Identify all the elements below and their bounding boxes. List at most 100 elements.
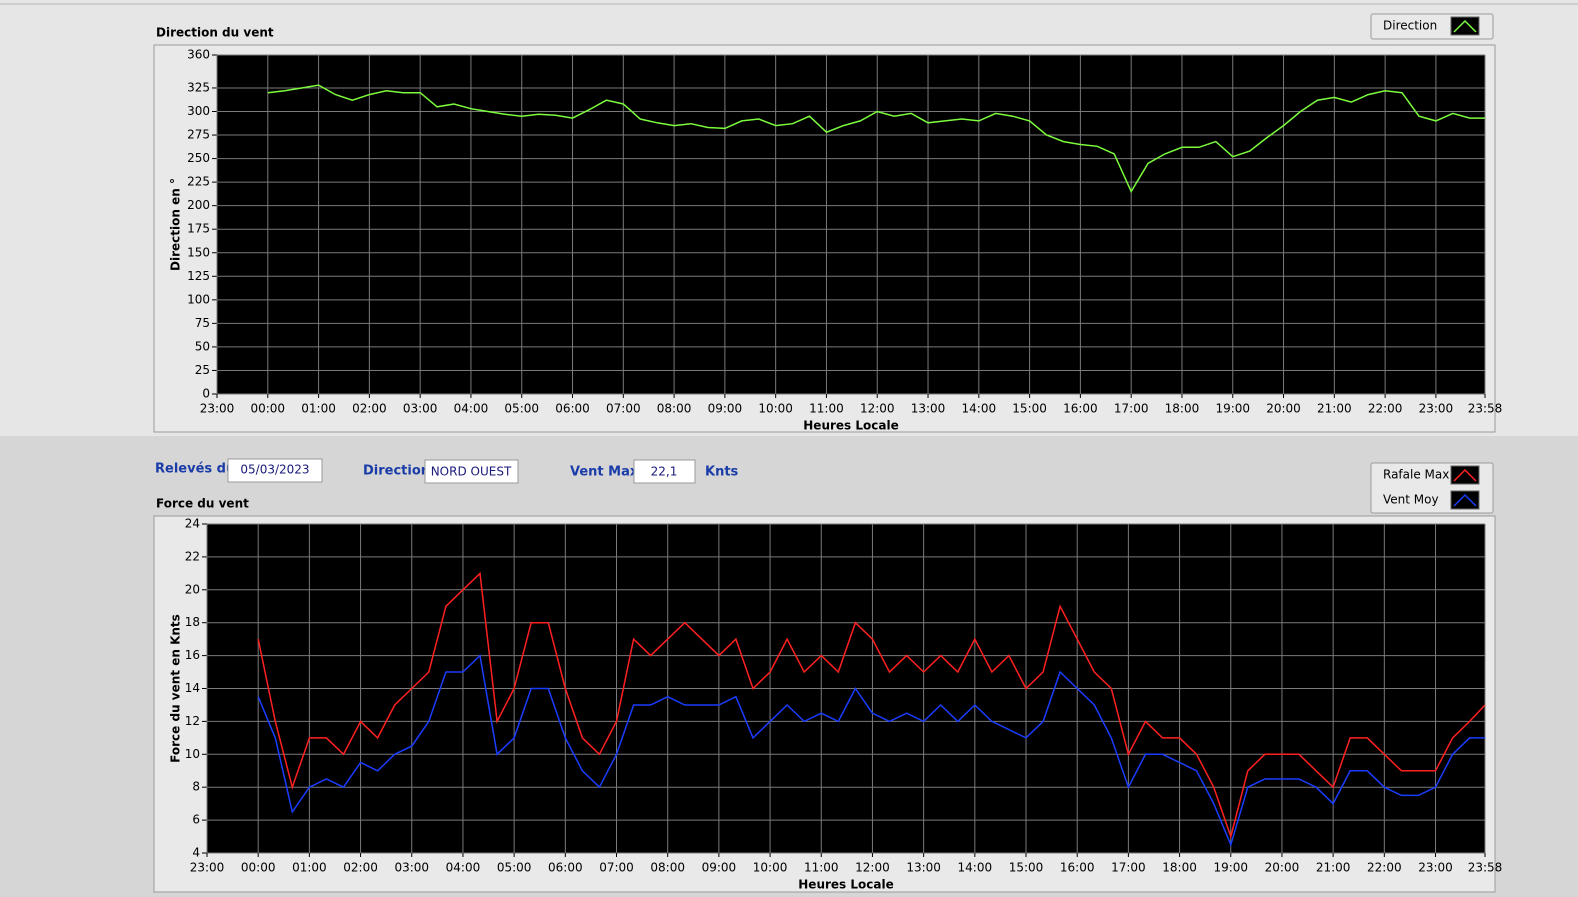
y-tick-label: 275 bbox=[187, 128, 210, 142]
x-tick-label: 01:00 bbox=[292, 861, 327, 875]
data-line bbox=[257, 654, 1485, 848]
x-tick-label: 09:00 bbox=[702, 861, 737, 875]
x-tick-label: 14:00 bbox=[962, 402, 997, 416]
y-tick-label: 10 bbox=[185, 747, 200, 761]
chart-title: Force du vent bbox=[156, 497, 249, 511]
y-tick-label: 25 bbox=[195, 363, 210, 377]
x-tick-label: 23:00 bbox=[190, 861, 225, 875]
x-tick-label: 05:00 bbox=[504, 402, 539, 416]
y-tick-label: 4 bbox=[192, 846, 200, 860]
x-axis-label: Heures Locale bbox=[798, 878, 893, 892]
x-tick-label: 02:00 bbox=[343, 861, 378, 875]
x-tick-label: 06:00 bbox=[555, 402, 590, 416]
x-tick-label: 13:00 bbox=[911, 402, 946, 416]
y-tick-label: 175 bbox=[187, 222, 210, 236]
legend-label: Vent Moy bbox=[1383, 493, 1439, 507]
date-value: 05/03/2023 bbox=[240, 463, 309, 477]
direction-value: NORD OUEST bbox=[431, 465, 512, 479]
data-line bbox=[267, 84, 1485, 194]
y-tick-label: 24 bbox=[185, 517, 200, 531]
y-tick-label: 22 bbox=[185, 549, 200, 563]
x-tick-label: 18:00 bbox=[1165, 402, 1200, 416]
max-label: Vent Max bbox=[570, 465, 639, 480]
x-tick-label: 15:00 bbox=[1009, 861, 1044, 875]
y-tick-label: 250 bbox=[187, 151, 210, 165]
x-tick-label: 06:00 bbox=[548, 861, 583, 875]
y-tick-label: 14 bbox=[185, 681, 200, 695]
x-tick-label: 23:00 bbox=[200, 402, 235, 416]
x-tick-label: 04:00 bbox=[454, 402, 489, 416]
x-tick-label: 03:00 bbox=[394, 861, 429, 875]
x-tick-label: 07:00 bbox=[606, 402, 641, 416]
y-tick-label: 6 bbox=[192, 813, 200, 827]
y-tick-label: 75 bbox=[195, 316, 210, 330]
x-tick-label: 20:00 bbox=[1265, 861, 1300, 875]
x-tick-label: 08:00 bbox=[650, 861, 685, 875]
legend-swatch-bg bbox=[1450, 465, 1480, 485]
y-tick-label: 200 bbox=[187, 198, 210, 212]
y-tick-label: 12 bbox=[185, 714, 200, 728]
x-tick-label: 23:00 bbox=[1418, 861, 1453, 875]
x-tick-label: 12:00 bbox=[855, 861, 890, 875]
x-tick-label: 21:00 bbox=[1316, 861, 1351, 875]
x-tick-label: 19:00 bbox=[1215, 402, 1250, 416]
x-tick-label: 23:00 bbox=[1419, 402, 1454, 416]
y-tick-label: 150 bbox=[187, 245, 210, 259]
x-tick-label: 02:00 bbox=[352, 402, 387, 416]
x-tick-label: 11:00 bbox=[809, 402, 844, 416]
x-tick-label: 17:00 bbox=[1111, 861, 1146, 875]
legend-swatch-bg bbox=[1450, 490, 1480, 510]
x-tick-label: 05:00 bbox=[497, 861, 532, 875]
y-tick-label: 16 bbox=[185, 648, 200, 662]
y-tick-label: 325 bbox=[187, 80, 210, 94]
x-tick-label: 04:00 bbox=[446, 861, 481, 875]
x-tick-label: 18:00 bbox=[1162, 861, 1197, 875]
x-tick-label: 07:00 bbox=[599, 861, 634, 875]
direction-field[interactable] bbox=[424, 459, 519, 484]
legend-swatch-bg bbox=[1450, 16, 1480, 36]
plot-area bbox=[217, 55, 1485, 394]
legend-swatch bbox=[1453, 493, 1477, 507]
x-tick-label: 09:00 bbox=[708, 402, 743, 416]
x-tick-label: 16:00 bbox=[1060, 861, 1095, 875]
y-tick-label: 125 bbox=[187, 269, 210, 283]
x-tick-label: 03:00 bbox=[403, 402, 438, 416]
y-tick-label: 225 bbox=[187, 175, 210, 189]
direction-label: Direction bbox=[363, 464, 430, 479]
y-tick-label: 18 bbox=[185, 615, 200, 629]
y-tick-label: 0 bbox=[202, 387, 210, 401]
x-axis-label: Heures Locale bbox=[803, 419, 898, 433]
legend-swatch bbox=[1453, 468, 1477, 482]
x-tick-label: 21:00 bbox=[1317, 402, 1352, 416]
y-tick-label: 360 bbox=[187, 48, 210, 62]
x-tick-label: 17:00 bbox=[1114, 402, 1149, 416]
x-tick-label: 23:58 bbox=[1468, 402, 1503, 416]
x-tick-label: 00:00 bbox=[241, 861, 276, 875]
max-value: 22,1 bbox=[651, 465, 678, 479]
x-tick-label: 10:00 bbox=[758, 402, 793, 416]
x-tick-label: 19:00 bbox=[1213, 861, 1248, 875]
x-tick-label: 22:00 bbox=[1368, 402, 1403, 416]
y-tick-label: 100 bbox=[187, 292, 210, 306]
data-line bbox=[257, 571, 1486, 840]
x-tick-label: 20:00 bbox=[1266, 402, 1301, 416]
legend-label: Rafale Max bbox=[1383, 468, 1449, 482]
date-field[interactable] bbox=[227, 458, 323, 483]
y-tick-label: 300 bbox=[187, 104, 210, 118]
x-tick-label: 13:00 bbox=[906, 861, 941, 875]
x-tick-label: 10:00 bbox=[753, 861, 788, 875]
y-tick-label: 20 bbox=[185, 582, 200, 596]
x-tick-label: 08:00 bbox=[657, 402, 692, 416]
max-unit: Knts bbox=[705, 465, 739, 480]
y-tick-label: 8 bbox=[192, 780, 200, 794]
max-field[interactable] bbox=[633, 459, 696, 484]
x-tick-label: 16:00 bbox=[1063, 402, 1098, 416]
y-axis-label: Force du vent en Knts bbox=[169, 614, 183, 763]
x-tick-label: 12:00 bbox=[860, 402, 895, 416]
x-tick-label: 00:00 bbox=[250, 402, 285, 416]
y-tick-label: 50 bbox=[195, 339, 210, 353]
date-label: Relevés du bbox=[155, 462, 235, 477]
x-tick-label: 15:00 bbox=[1012, 402, 1047, 416]
